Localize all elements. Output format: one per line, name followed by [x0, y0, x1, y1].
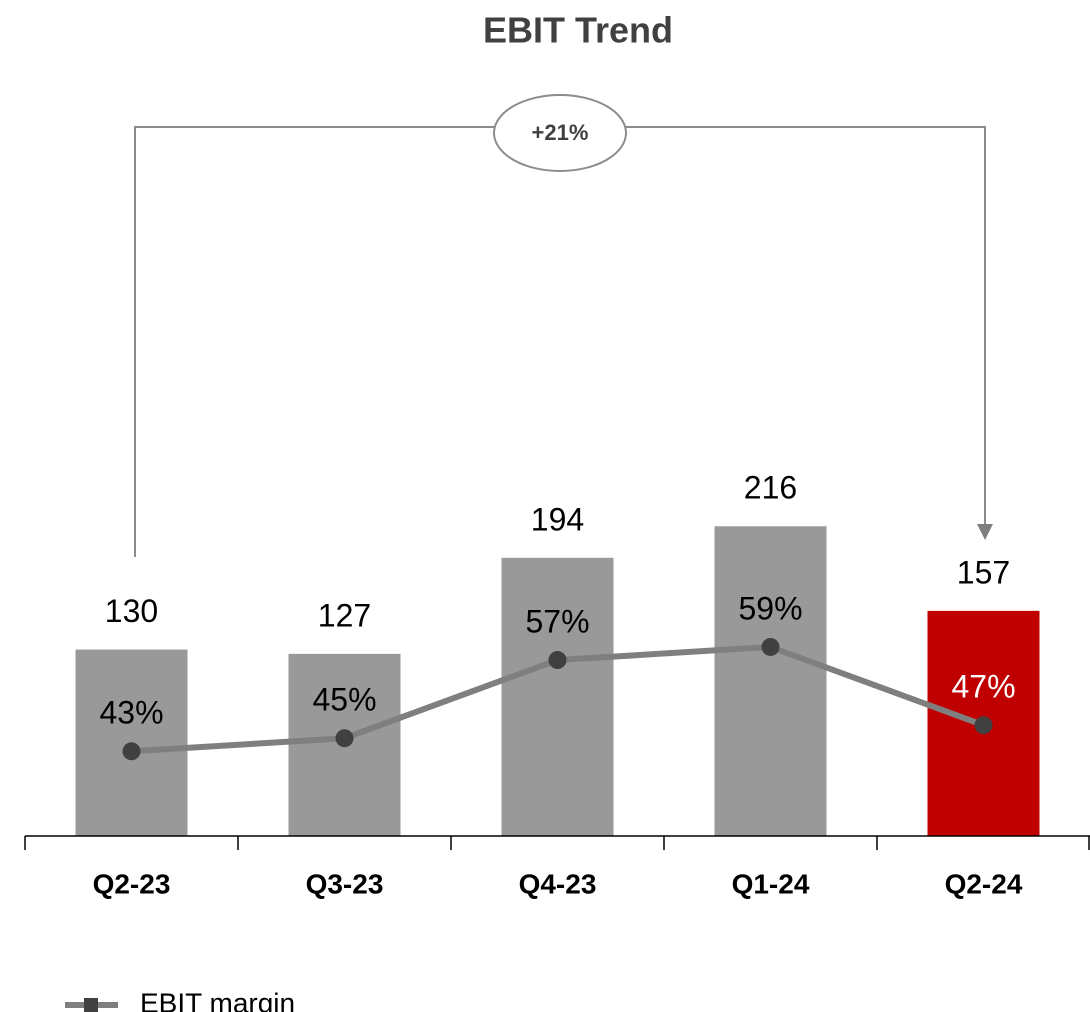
line-marker — [761, 637, 780, 656]
legend-label: EBIT margin — [140, 987, 295, 1012]
x-tick-label: Q4-23 — [519, 868, 597, 899]
line-value-label: 47% — [951, 669, 1015, 705]
annotation-ellipse — [493, 94, 627, 172]
legend-marker — [84, 998, 98, 1012]
bracket-left — [134, 126, 494, 557]
bar-value-label: 157 — [957, 554, 1010, 590]
bar — [501, 557, 614, 836]
x-tick-label: Q2-23 — [93, 868, 171, 899]
x-tick-label: Q3-23 — [306, 868, 384, 899]
line-marker — [548, 651, 567, 670]
annotation: +21% — [532, 120, 589, 145]
bar-value-label: 194 — [531, 501, 584, 537]
line-marker — [974, 716, 993, 735]
line-value-label: 43% — [99, 695, 163, 731]
bar-value-label: 216 — [744, 470, 797, 506]
bar-value-label: 130 — [105, 593, 158, 629]
chart-title: EBIT Trend — [483, 10, 673, 51]
bar — [714, 526, 827, 836]
bracket-arrowhead — [977, 524, 993, 540]
bar-value-label: 127 — [318, 597, 371, 633]
line-value-label: 45% — [312, 682, 376, 718]
x-tick-label: Q1-24 — [732, 868, 810, 899]
line-value-label: 59% — [738, 590, 802, 626]
line-value-label: 57% — [525, 603, 589, 639]
line-marker — [335, 729, 354, 748]
bracket-right — [626, 126, 986, 524]
line-marker — [122, 742, 141, 761]
x-tick-label: Q2-24 — [945, 868, 1023, 899]
